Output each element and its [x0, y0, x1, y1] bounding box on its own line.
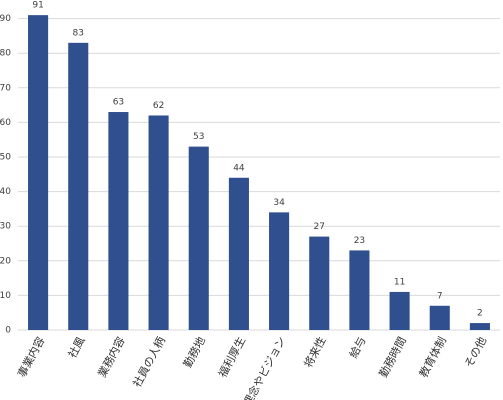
- y-tick-label: 70: [0, 83, 11, 93]
- x-tick-label: 社員の人柄: [130, 334, 168, 389]
- x-tick-label: 教育体制: [416, 334, 449, 379]
- data-label: 34: [273, 198, 285, 208]
- x-tick-label: 勤務時間: [376, 334, 409, 379]
- y-tick-label: 80: [0, 49, 11, 59]
- x-tick-label: 理念やビジョン: [240, 334, 289, 400]
- bar: [429, 305, 450, 330]
- x-tick-label: 事業内容: [14, 334, 47, 379]
- y-tick-label: 40: [0, 187, 11, 197]
- bar: [349, 250, 370, 330]
- data-label: 83: [73, 28, 84, 38]
- data-label: 91: [32, 1, 43, 11]
- bar: [28, 15, 49, 330]
- data-label: 2: [477, 309, 483, 319]
- data-label: 44: [233, 163, 245, 173]
- x-tick-label: その他: [462, 335, 489, 370]
- x-tick-label: 勤務地: [180, 334, 208, 370]
- y-tick-label: 20: [0, 256, 11, 266]
- bar: [108, 112, 129, 331]
- x-tick-label: 福利厚生: [215, 334, 248, 379]
- bar: [188, 146, 209, 330]
- x-tick-label: 業務内容: [95, 334, 128, 379]
- data-label: 53: [193, 132, 204, 142]
- bar: [148, 115, 169, 330]
- y-tick-label: 60: [0, 118, 11, 128]
- data-label: 7: [437, 291, 443, 301]
- x-tick-label: 給与: [346, 334, 369, 360]
- y-tick-label: 0: [5, 326, 11, 336]
- bar: [389, 291, 410, 330]
- bar: [68, 42, 89, 330]
- bar: [469, 323, 490, 330]
- x-tick-label: 社風: [65, 334, 88, 360]
- data-label: 23: [354, 236, 365, 246]
- y-tick-label: 90: [0, 14, 11, 24]
- y-tick-label: 10: [0, 291, 11, 301]
- data-label: 27: [314, 222, 325, 232]
- x-tick-label: 将来性: [301, 334, 329, 370]
- y-tick-label: 30: [0, 222, 11, 232]
- y-tick-label: 50: [0, 153, 11, 163]
- data-label: 11: [394, 277, 405, 287]
- bar: [269, 212, 290, 330]
- bar: [228, 177, 249, 330]
- data-label: 62: [153, 101, 164, 111]
- bar: [309, 236, 330, 330]
- data-label: 63: [113, 98, 124, 108]
